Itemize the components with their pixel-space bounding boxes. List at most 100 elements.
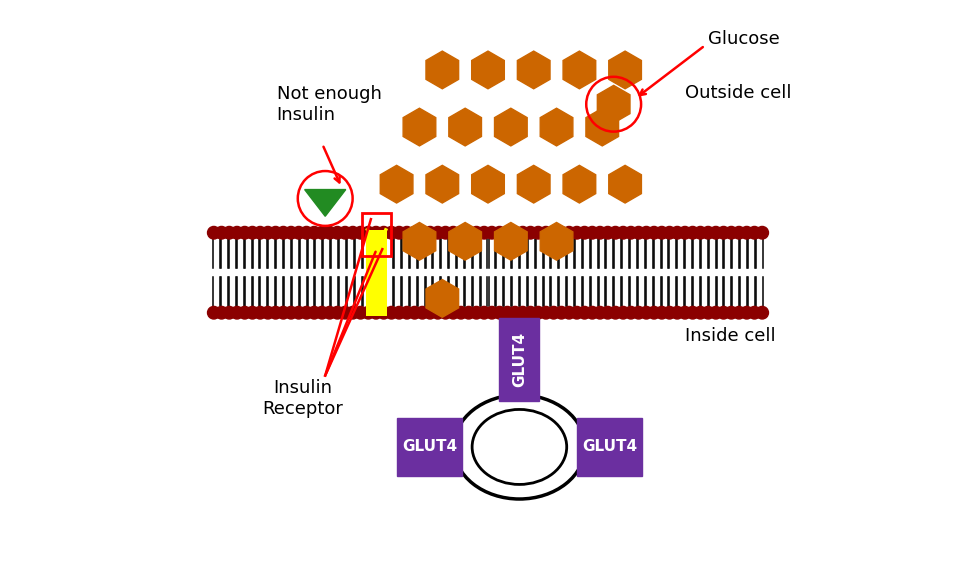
Circle shape bbox=[571, 307, 583, 319]
Polygon shape bbox=[305, 189, 346, 216]
Circle shape bbox=[223, 227, 235, 239]
Circle shape bbox=[548, 227, 560, 239]
Ellipse shape bbox=[454, 395, 585, 499]
Circle shape bbox=[323, 227, 336, 239]
Circle shape bbox=[269, 307, 282, 319]
Circle shape bbox=[470, 307, 483, 319]
Circle shape bbox=[586, 227, 598, 239]
Circle shape bbox=[609, 227, 622, 239]
Polygon shape bbox=[495, 108, 527, 146]
Circle shape bbox=[710, 307, 722, 319]
Circle shape bbox=[733, 227, 746, 239]
Polygon shape bbox=[426, 280, 459, 317]
Circle shape bbox=[301, 227, 312, 239]
Circle shape bbox=[339, 227, 351, 239]
Circle shape bbox=[431, 227, 444, 239]
Circle shape bbox=[741, 227, 753, 239]
Circle shape bbox=[254, 307, 266, 319]
Circle shape bbox=[741, 307, 753, 319]
Circle shape bbox=[632, 307, 645, 319]
Circle shape bbox=[285, 307, 298, 319]
Circle shape bbox=[308, 227, 320, 239]
Polygon shape bbox=[597, 86, 630, 123]
Circle shape bbox=[516, 307, 529, 319]
Circle shape bbox=[508, 227, 521, 239]
Circle shape bbox=[386, 307, 398, 319]
Circle shape bbox=[702, 227, 714, 239]
Circle shape bbox=[378, 307, 390, 319]
Circle shape bbox=[362, 307, 375, 319]
Circle shape bbox=[501, 307, 513, 319]
Circle shape bbox=[455, 227, 468, 239]
Circle shape bbox=[540, 227, 552, 239]
Circle shape bbox=[254, 227, 266, 239]
Polygon shape bbox=[426, 165, 459, 203]
Circle shape bbox=[755, 307, 768, 319]
Polygon shape bbox=[563, 51, 595, 89]
Ellipse shape bbox=[472, 409, 567, 484]
Circle shape bbox=[354, 307, 367, 319]
Circle shape bbox=[362, 227, 375, 239]
Text: Not enough
Insulin: Not enough Insulin bbox=[276, 85, 382, 123]
Circle shape bbox=[578, 307, 590, 319]
Text: Outside cell: Outside cell bbox=[685, 84, 792, 102]
Text: GLUT4: GLUT4 bbox=[402, 440, 457, 455]
Circle shape bbox=[586, 307, 598, 319]
Circle shape bbox=[315, 307, 328, 319]
Circle shape bbox=[578, 227, 590, 239]
Circle shape bbox=[486, 227, 498, 239]
Circle shape bbox=[408, 227, 421, 239]
Polygon shape bbox=[517, 165, 550, 203]
Circle shape bbox=[601, 227, 614, 239]
Circle shape bbox=[331, 227, 344, 239]
Circle shape bbox=[478, 307, 490, 319]
Polygon shape bbox=[609, 51, 641, 89]
Circle shape bbox=[293, 227, 305, 239]
Circle shape bbox=[393, 307, 405, 319]
Circle shape bbox=[230, 227, 243, 239]
Circle shape bbox=[702, 307, 714, 319]
Circle shape bbox=[230, 307, 243, 319]
Bar bbox=[362, 213, 391, 255]
Circle shape bbox=[208, 307, 221, 319]
Polygon shape bbox=[426, 51, 459, 89]
Circle shape bbox=[733, 307, 746, 319]
Circle shape bbox=[298, 171, 352, 226]
Circle shape bbox=[315, 227, 328, 239]
Bar bbox=[396, 418, 463, 475]
Circle shape bbox=[571, 227, 583, 239]
Circle shape bbox=[648, 227, 661, 239]
Circle shape bbox=[678, 307, 691, 319]
Polygon shape bbox=[609, 165, 641, 203]
Circle shape bbox=[593, 307, 606, 319]
Polygon shape bbox=[449, 223, 481, 260]
Circle shape bbox=[246, 227, 259, 239]
Circle shape bbox=[216, 227, 227, 239]
Circle shape bbox=[439, 227, 452, 239]
Bar bbox=[577, 418, 642, 475]
Circle shape bbox=[470, 227, 483, 239]
Circle shape bbox=[486, 307, 498, 319]
Circle shape bbox=[694, 307, 707, 319]
Polygon shape bbox=[541, 223, 573, 260]
Circle shape bbox=[671, 227, 683, 239]
Circle shape bbox=[532, 307, 545, 319]
Polygon shape bbox=[471, 51, 505, 89]
Circle shape bbox=[678, 227, 691, 239]
Circle shape bbox=[262, 307, 274, 319]
Polygon shape bbox=[471, 165, 505, 203]
Polygon shape bbox=[403, 223, 435, 260]
Circle shape bbox=[346, 307, 359, 319]
Circle shape bbox=[416, 227, 428, 239]
Circle shape bbox=[516, 227, 529, 239]
Circle shape bbox=[686, 307, 699, 319]
Circle shape bbox=[246, 307, 259, 319]
Circle shape bbox=[540, 307, 552, 319]
Circle shape bbox=[493, 227, 506, 239]
Circle shape bbox=[555, 307, 568, 319]
Circle shape bbox=[346, 227, 359, 239]
Circle shape bbox=[331, 307, 344, 319]
Circle shape bbox=[269, 227, 282, 239]
Circle shape bbox=[686, 227, 699, 239]
Circle shape bbox=[393, 227, 405, 239]
